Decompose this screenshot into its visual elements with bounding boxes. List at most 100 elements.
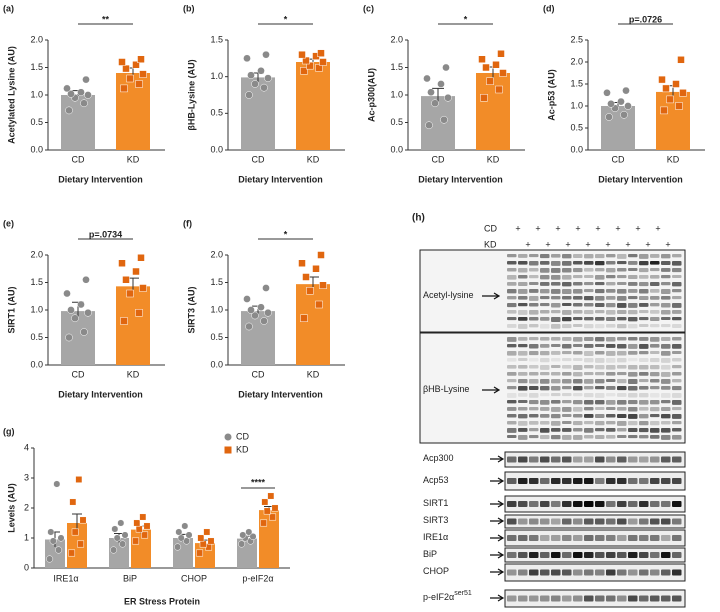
blot-band [540,372,550,376]
data-point [239,531,247,539]
x-axis-title: Dietary Intervention [238,174,323,184]
blot-band [562,372,572,376]
x-axis-title: ER Stress Protein [124,596,200,606]
blot-band [573,275,583,279]
blot-band [672,501,682,507]
blot-band [507,379,517,383]
data-point [315,300,323,309]
blot-band [551,501,561,507]
blot-band [661,296,671,300]
blot-band [584,372,594,376]
blot-band [650,303,660,307]
blot-band [529,421,539,425]
blot-band [584,337,594,342]
band-label-text: BiP [423,549,437,559]
y-tick-label: 2.0 [570,56,583,66]
blot-band [551,386,561,391]
blot-band [639,296,649,300]
data-point [77,88,85,97]
data-point [245,322,253,331]
blot-band [606,365,616,370]
blot-band [661,407,671,411]
blot-band [672,407,682,411]
panel-label: (g) [3,426,15,436]
data-point [440,115,448,124]
blot-band [551,310,561,314]
blot-band [540,351,550,356]
blot-band [628,317,638,322]
x-tick-label: KD [307,154,320,164]
blot-band [617,435,627,439]
blot-band [606,478,616,484]
blot-band [562,428,572,432]
lane-mark: + [615,223,620,233]
panel-label: (b) [183,3,195,13]
blot-band [672,358,682,362]
blot-band [518,518,528,525]
data-point [300,314,308,322]
data-point [260,317,268,325]
blot-band [606,296,616,300]
y-tick-label: 1.5 [210,34,223,44]
blot-band [606,344,616,348]
lane-mark: + [595,223,600,233]
blot-band [639,303,649,307]
blot-band [661,261,671,265]
blot-band [639,344,649,349]
data-point [110,546,118,554]
y-tick-label: 0.5 [30,332,43,342]
data-point [444,93,452,102]
blot-band [562,275,572,280]
blot-band [507,254,517,258]
blot-band [529,268,539,272]
y-tick-label: 2.0 [390,34,403,44]
blot-band [639,254,649,259]
data-point [257,303,265,312]
x-tick-label: CHOP [181,573,207,583]
data-point [75,476,83,483]
blot-band [672,337,682,341]
blot-band [551,552,561,558]
blot-band [540,435,550,440]
y-tick-label: 1.5 [210,277,223,287]
y-tick-label: 1.0 [30,304,43,314]
blot-band [584,261,594,265]
blot-band [529,407,539,411]
blot-band [540,400,550,405]
blot-band [606,310,616,315]
blot-band [518,275,528,279]
blot-band [617,365,627,369]
data-point [120,317,128,325]
blot-band [617,518,627,525]
blot-band [540,344,550,348]
blot-band [650,275,660,279]
blot-band [518,428,528,432]
blot-band [650,414,660,418]
blot-band [672,456,682,463]
x-tick-label: CD [72,369,85,379]
blot-band [573,478,583,484]
data-point [245,528,253,536]
blot-band [551,303,561,308]
legend-marker [224,446,232,454]
blot-band [584,296,594,301]
blot-band [518,501,528,507]
blot-band [628,296,638,300]
blot-band [617,407,627,411]
blot-band [551,351,561,355]
blot-band [650,400,660,405]
data-point [175,528,183,536]
blot-band [595,400,605,405]
data-point [80,328,88,336]
band-label-text: SIRT3 [423,515,448,525]
y-tick-label: 1.0 [210,71,223,81]
blot-band [573,372,583,377]
blot-band [617,595,627,602]
band-label-text: p-eIF2α [423,592,454,602]
blot-band [551,317,561,322]
blot-band [639,324,649,328]
blot-band [518,261,528,265]
blot-band [639,337,649,341]
blot-band [551,400,561,404]
data-point [622,86,630,95]
